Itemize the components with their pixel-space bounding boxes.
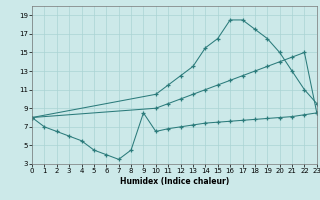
X-axis label: Humidex (Indice chaleur): Humidex (Indice chaleur) [120, 177, 229, 186]
